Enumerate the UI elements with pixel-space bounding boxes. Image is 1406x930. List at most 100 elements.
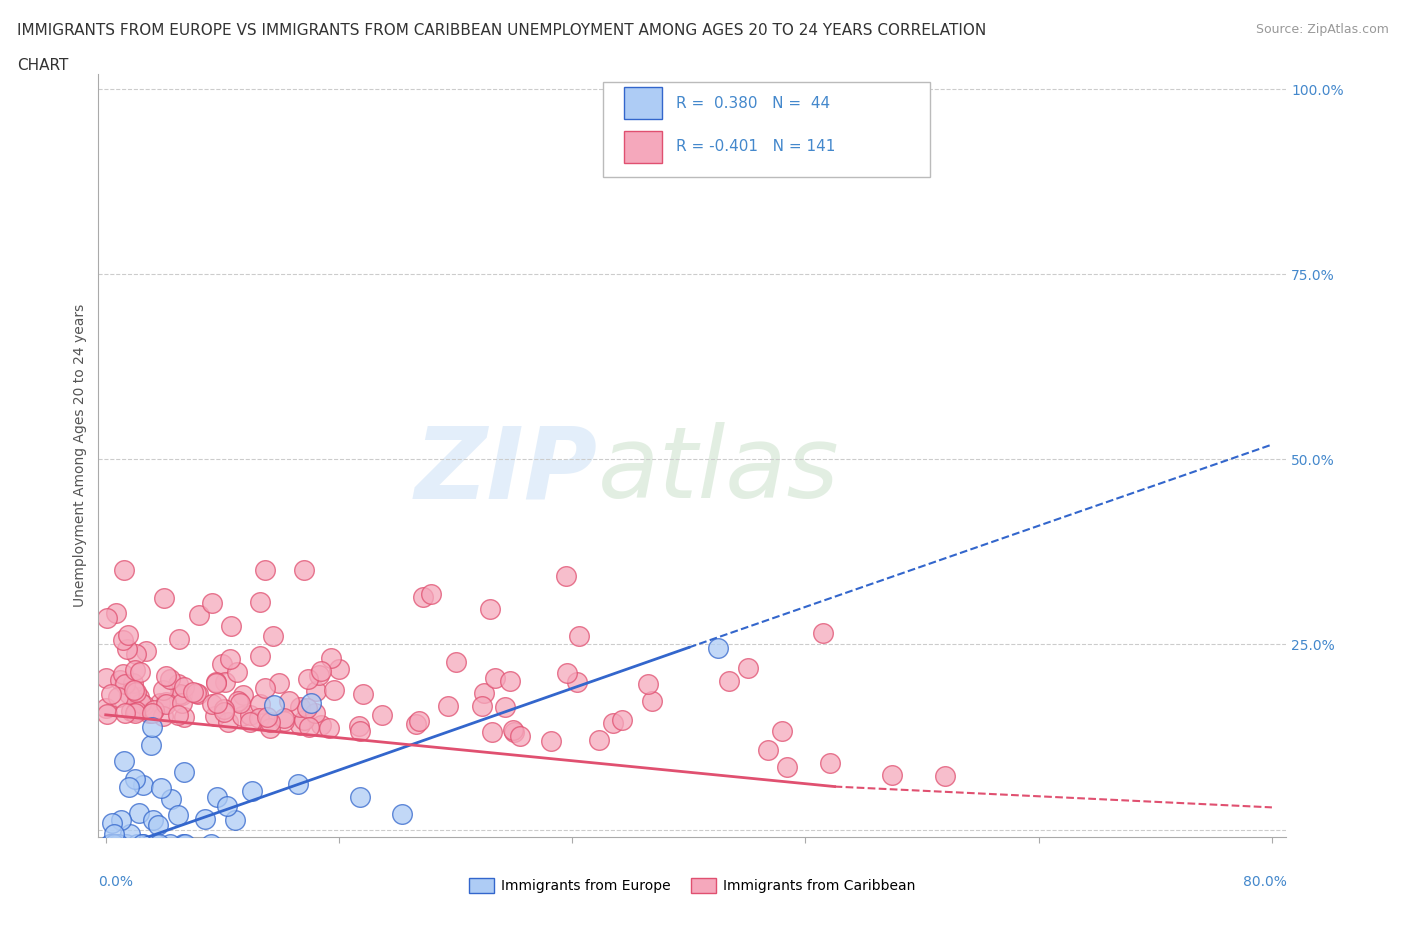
Point [239,715,262,730]
Point [155,669,177,684]
Point [98,837,121,852]
Point [555,568,578,583]
Point [934,768,956,783]
Point [567,628,589,643]
Point [122,675,145,690]
Point [328,661,350,676]
Point [114,677,136,692]
Point [138,705,160,720]
Point [125,837,148,852]
Point [96,671,118,685]
Point [470,698,492,713]
Point [94,700,117,715]
Point [143,703,166,718]
Text: R = -0.401   N = 141: R = -0.401 N = 141 [676,140,835,154]
Point [169,686,191,701]
Point [444,655,467,670]
Point [240,783,263,798]
Point [297,701,319,716]
Point [187,607,209,622]
Point [239,708,262,723]
Point [419,587,441,602]
Point [200,837,222,852]
Point [159,671,181,686]
Point [173,680,195,695]
Point [502,723,524,737]
Point [112,753,135,768]
Point [717,673,740,688]
Point [173,764,195,779]
Point [148,817,170,832]
Point [124,705,146,720]
Point [118,687,141,702]
Point [135,644,157,658]
Point [100,686,122,701]
Point [173,710,195,724]
FancyBboxPatch shape [623,87,662,119]
Point [610,713,633,728]
Point [201,697,224,711]
Point [391,806,413,821]
Point [141,720,163,735]
Text: R =  0.380   N =  44: R = 0.380 N = 44 [676,96,830,111]
Point [263,698,285,712]
Point [229,696,252,711]
Point [349,724,371,738]
Text: 80.0%: 80.0% [1243,875,1286,889]
Point [201,595,224,610]
Point [105,606,128,621]
Point [107,837,129,852]
Point [131,837,153,852]
Point [502,724,524,739]
Point [269,675,291,690]
Point [226,694,249,709]
Point [309,717,332,732]
Point [494,699,516,714]
Point [287,777,309,791]
Point [173,837,195,852]
Point [305,684,328,698]
Point [114,837,136,852]
Point [259,714,281,729]
Point [565,674,588,689]
Point [148,837,170,852]
Point [371,708,394,723]
Y-axis label: Unemployment Among Ages 20 to 24 years: Unemployment Among Ages 20 to 24 years [73,304,87,607]
Point [167,631,190,646]
Point [217,715,239,730]
Point [273,713,295,728]
Point [129,696,152,711]
Point [103,837,125,852]
Point [249,595,271,610]
Point [207,790,229,804]
Point [318,721,340,736]
Point [152,709,174,724]
Point [214,701,236,716]
Point [181,684,204,699]
Point [114,706,136,721]
Point [124,771,146,786]
Point [588,733,610,748]
Point [100,837,122,852]
Point [349,790,371,804]
Point [811,626,834,641]
Point [298,720,321,735]
Point [232,688,254,703]
Point [167,708,190,723]
Point [120,704,142,719]
Point [167,676,190,691]
Point [152,683,174,698]
Point [155,695,177,710]
Point [159,837,181,852]
Point [115,641,138,656]
Point [499,673,522,688]
Point [212,704,235,719]
Point [186,685,208,700]
Point [122,683,145,698]
Point [160,791,183,806]
Point [110,673,132,688]
Point [737,660,759,675]
Point [150,781,173,796]
Point [111,632,134,647]
Point [118,826,141,841]
